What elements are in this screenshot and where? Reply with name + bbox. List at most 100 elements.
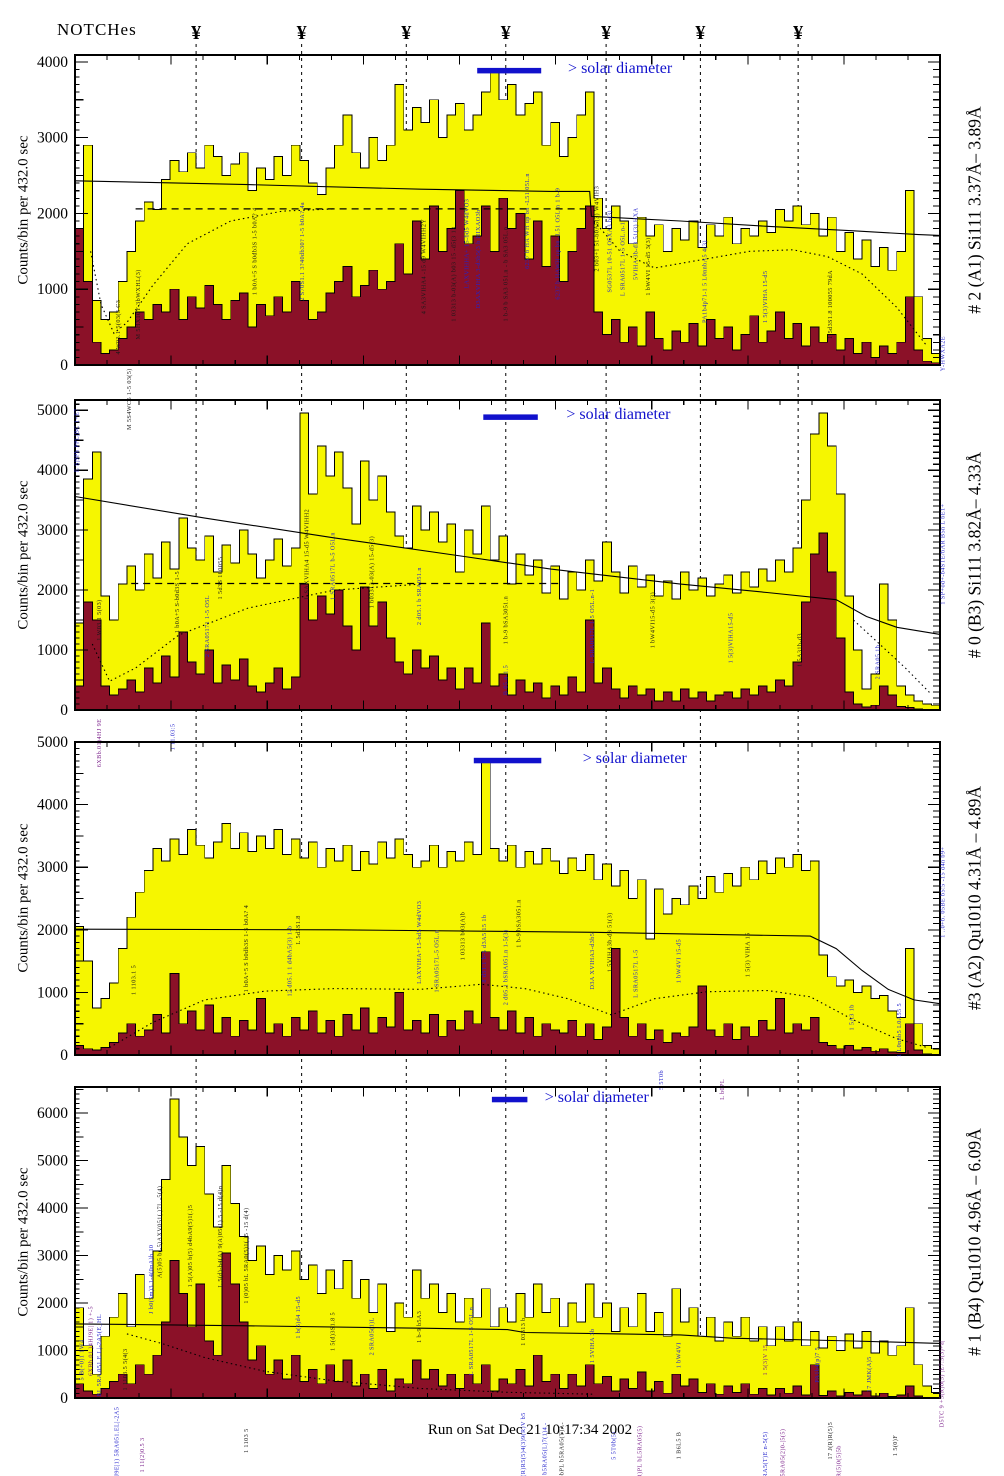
solar-diameter-label-panel-1: > solar diameter: [568, 59, 673, 77]
channel-title-panel-4: # 1 (B4) Qu1010 4.96Å – 6.09Å: [964, 1128, 985, 1356]
event-annotation: 2 SRA05(1)L: [368, 1317, 375, 1355]
event-annotation: L b0PL: [719, 1079, 726, 1100]
event-annotation: 8 d51.1 b-5 d3A5 15 1b: [481, 915, 488, 983]
event-annotation: 1 bW4VI15-d5 3(3): [650, 592, 657, 648]
event-annotation: 4 W03.1 5(03(3 C3: [115, 300, 122, 355]
panel-4-ytick-labels: 0 1000 2000 3000 4000 5000 6000: [37, 1105, 68, 1407]
svg-text:3000: 3000: [37, 522, 68, 539]
panel-3-event-annotations: 1 1103.1 5 1 b0A+5 S b0db3S 1-5 b0A? 4 12 …: [131, 847, 947, 1100]
event-annotation: D3A XVIHA3-d3b5: [589, 933, 596, 990]
event-annotation: LAXVIHA+15-bd5 W4dVO3: [416, 901, 423, 984]
event-annotation: 1 5A3 1b: [849, 1004, 856, 1030]
event-annotation: 2 S70S1.1 3?40db30? 1-5 b0A? 4a: [299, 202, 306, 301]
event-annotation: 1 03313 b-03(A) b03 15 -d5(3 13: [451, 226, 458, 321]
background-dotted-line: [593, 220, 928, 347]
event-annotation: 17 6R(P)R(5)0(5)5b: [836, 1445, 843, 1476]
solar-diameter-bar: [477, 67, 542, 74]
event-annotation: 1 11.03:5: [170, 724, 177, 751]
panel-4-lines: [74, 1323, 941, 1395]
notch-yen-symbol: ¥: [297, 22, 307, 44]
event-annotation: 5 5T0b(5): [611, 1431, 618, 1460]
svg-text:3000: 3000: [37, 859, 68, 876]
event-annotation: 1 bW4VI: [676, 1342, 683, 1368]
histogram-subset: [74, 1252, 941, 1399]
background-dotted-line: [91, 583, 422, 682]
event-annotation: D3AXVIHA 3-d3b5(3 b HIXAO3b: [475, 209, 482, 308]
svg-text:2000: 2000: [37, 922, 68, 939]
background-dotted-line: [853, 619, 932, 695]
svg-text:0: 0: [60, 357, 68, 374]
y-axis-label-panel-3: Counts/bin per 432.0 sec: [15, 823, 32, 973]
event-annotation: 1 5(A)05 b(5) d4bA9(5)1(.)5: [187, 1205, 194, 1288]
channel-title-panel-3: #3 (A2) Qu1010 4.31Å – 4.89Å: [964, 785, 985, 1011]
solar-diameter-bar: [483, 414, 538, 420]
event-annotation: 1 03313 b: [520, 1317, 527, 1345]
event-annotation: 5VIHA 3b-d3 51(3) HXA: [632, 207, 639, 280]
panel-3-ytick-labels: 0 1000 2000 3000 4000 5000: [37, 734, 68, 1064]
event-annotation: J b0(5m)3 1-4(0nA)b.10: [148, 1245, 155, 1314]
event-annotation: 1 5(3)VIHA15-d5: [727, 613, 734, 664]
panel-4: [74, 1098, 941, 1399]
event-annotation: 1 1103.5 5(4(3: [122, 1349, 129, 1391]
event-annotation: 1 SRA0517L-5 O5L.n: [433, 930, 440, 993]
event-annotation: PA1b4p71-1 5 L0nnbA5 4(3): [701, 240, 708, 323]
notch-yen-symbol: ¥: [401, 22, 411, 44]
event-annotation: -1 BL5RA5(T)E n-5(5): [762, 1431, 769, 1476]
trend-line: [74, 495, 941, 635]
notches-label: NOTCHes: [57, 20, 137, 39]
svg-text:3000: 3000: [37, 1248, 68, 1265]
panel-2: [74, 412, 941, 711]
svg-text:4000: 4000: [37, 797, 68, 814]
event-annotation: M 5S4WC5 1-5 03(5): [126, 368, 133, 430]
svg-text:5000: 5000: [37, 734, 68, 751]
event-annotation: D5TC 9 +5(R)0(5) |E7:5(3)+a|: [939, 1340, 946, 1427]
panel-3: [74, 760, 941, 1056]
panel-1: [74, 68, 941, 366]
notch-yen-symbol: ¥: [695, 22, 705, 44]
event-annotation: L SRA0517L 1-5 O5L.n-1: [589, 589, 596, 663]
notch-yen-symbol: ¥: [793, 22, 803, 44]
event-annotation: 5 B(+0)1 1W4: [79, 1340, 86, 1381]
event-annotation: 1 b-9 bSA3051.n: [503, 596, 510, 644]
event-annotation: 2 SRA05171 1-5 O5L: [204, 595, 211, 657]
event-annotation: 1 11(2)0.5 3: [139, 1438, 146, 1473]
svg-text:5000: 5000: [37, 402, 68, 419]
svg-text:5000: 5000: [37, 1153, 68, 1170]
event-annotation: 1 bW4VI 15-d5: [676, 939, 683, 983]
event-annotation: L 5(d)-b4(A) 9(A)05(1).5 -15 d(4)n: [217, 1186, 224, 1288]
svg-text:1000: 1000: [37, 984, 68, 1001]
event-annotation: 5 R(L)1 BL5RA05(2)0-|5(5): [779, 1429, 786, 1476]
event-annotation: 1 b-9 bSA3051.n: [516, 899, 523, 947]
event-annotation: 6XBb.01 )4HJ9E| 1) +-5: [87, 1306, 94, 1376]
svg-text:2000: 2000: [37, 205, 68, 222]
svg-text:2000: 2000: [37, 1295, 68, 1312]
event-annotation: 1 5-L|5 L0(R)R5(5)4(3)9(R)V b5: [520, 1412, 527, 1476]
solar-diameter-label-panel-2: > solar diameter: [566, 406, 671, 424]
event-annotation: 1 5A31b-d3: [797, 633, 804, 667]
svg-text:1000: 1000: [37, 1343, 68, 1360]
histogram-subset: [74, 190, 941, 366]
event-annotation: L SAXVIHA4 15-d5 W4VIHH2: [304, 509, 311, 600]
panel-2-event-annotations: E S|9Ph PPL|BC 1+E7 1 W03.1 5(03) 1 b0A+5 …: [74, 408, 947, 767]
panel-3-frame: [74, 741, 941, 1056]
event-annotation: L 1bbPL b5RA05(T)A-: [559, 1422, 566, 1476]
histogram-total: [74, 1098, 941, 1399]
event-annotation: 1 03313 b03(A)b: [459, 912, 466, 961]
histogram-total: [74, 760, 941, 1056]
notch-yen-symbol: ¥: [191, 22, 201, 44]
svg-text:4000: 4000: [37, 462, 68, 479]
svg-text:0: 0: [60, 1390, 68, 1407]
channel-title-panel-2: # 0 (B3) Si111 3.82Å– 4.33Å: [964, 451, 985, 659]
event-annotation: 1 1103.1 5: [131, 965, 138, 995]
event-annotation: L SRA0517L 1-5 O5L.n: [468, 1307, 475, 1375]
panel-2-ytick-labels: 0 1000 2000 3000 4000 5000: [37, 402, 68, 719]
event-annotation: E S|9Ph PPL|BC 1+E7: [74, 408, 81, 472]
panel-4-frame: [74, 1086, 941, 1399]
notch-yen-symbol: ¥: [501, 22, 511, 44]
event-annotation: 1 b0A+5 S-b0d3S 1-5: [174, 571, 181, 633]
event-annotation: L SRA0517L 1-5 O5L.n-1: [619, 222, 626, 296]
panel-4-event-annotations: 5 B(+0)1 1W4 6XBb.01 )4HJ9E| 1) +-5 BL 5RA…: [79, 1186, 946, 1476]
y-axis-label-panel-2: Counts/bin per 432.0 sec: [15, 480, 32, 630]
y-axis-label-panel-4: Counts/bin per 432.0 sec: [15, 1167, 32, 1317]
